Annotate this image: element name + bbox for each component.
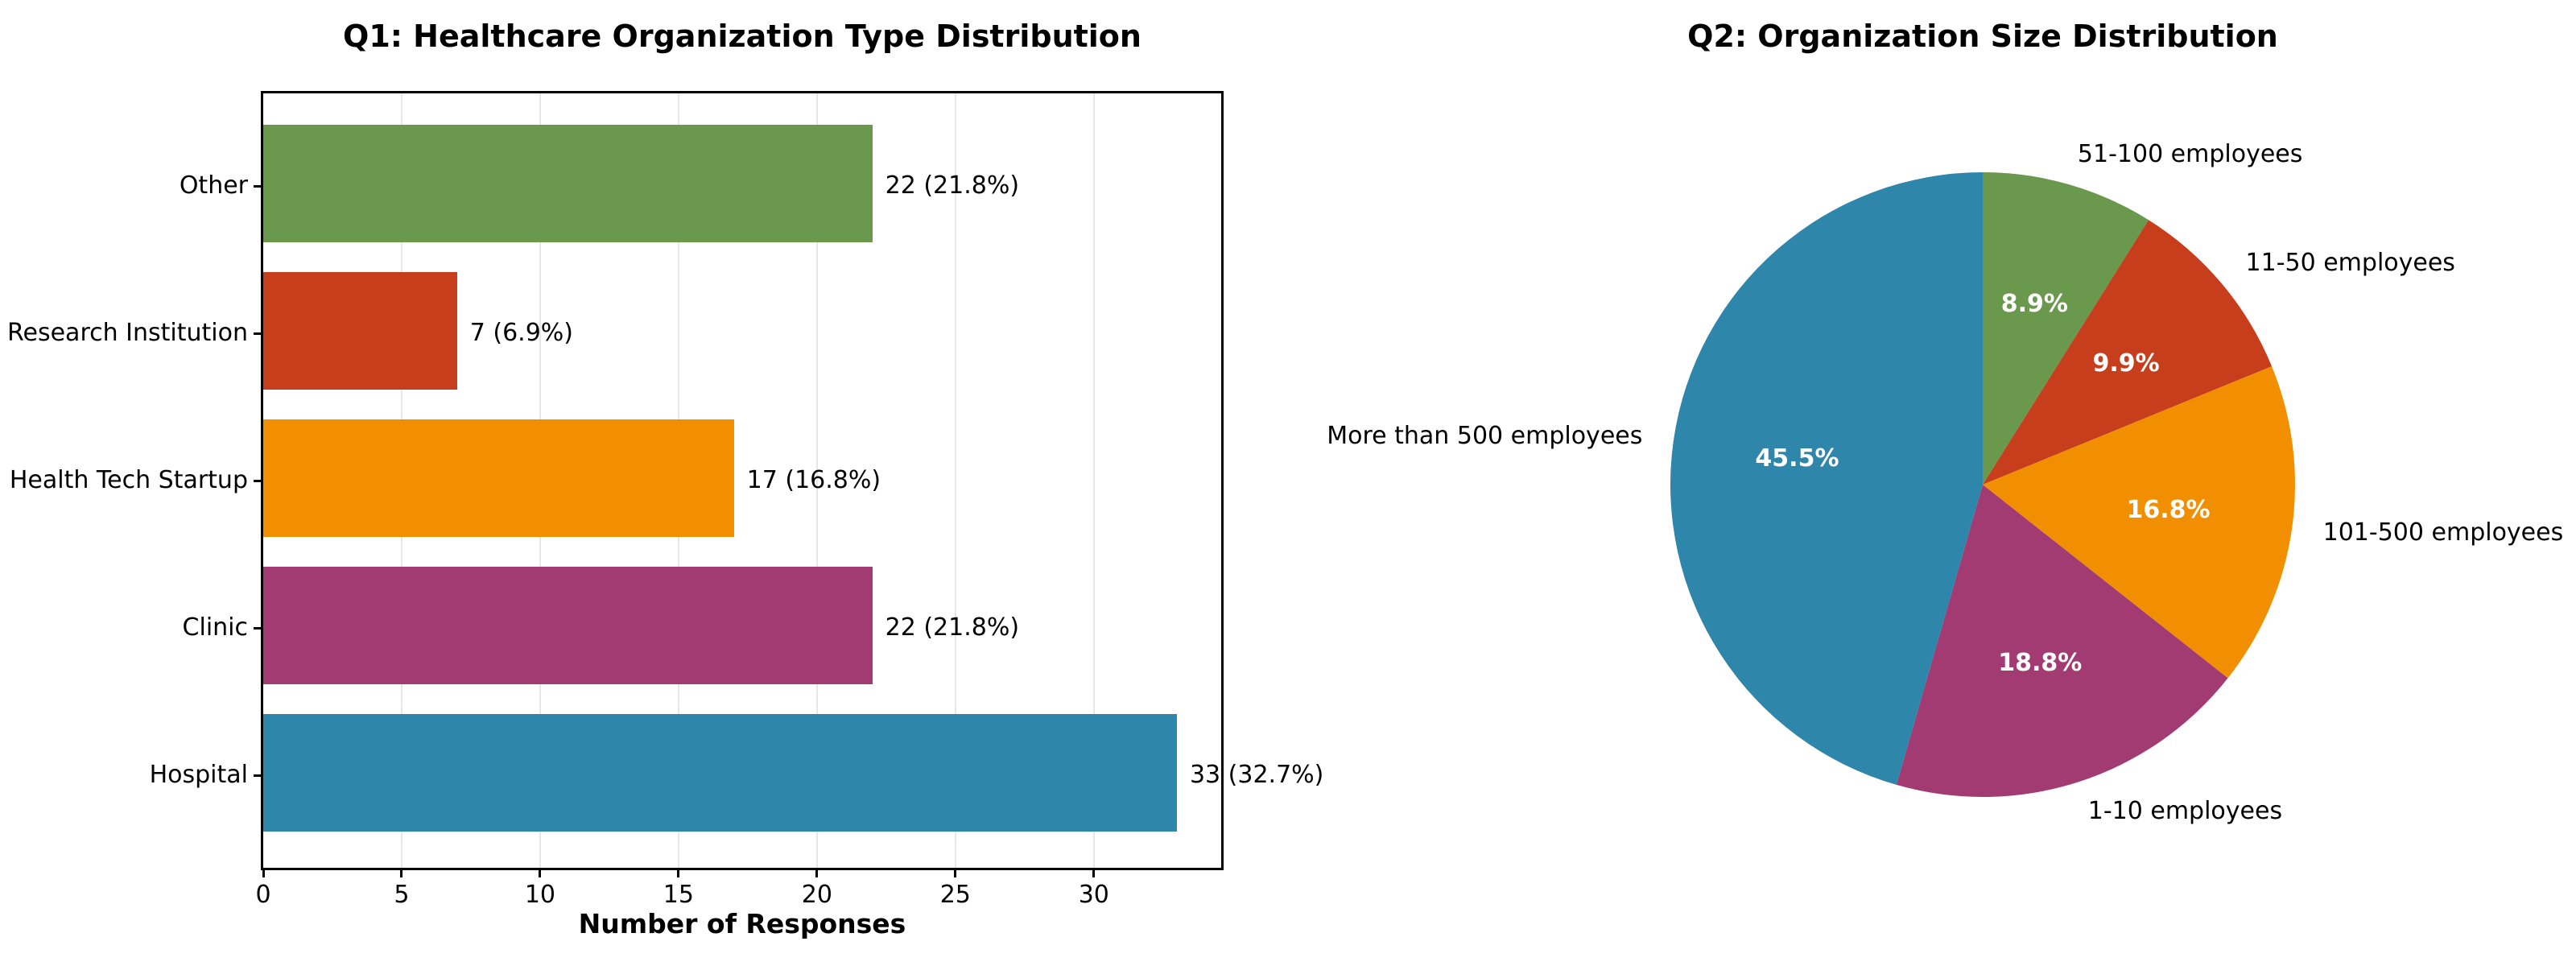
bar-other xyxy=(263,125,873,242)
bar-value-label: 33 (32.7%) xyxy=(1189,761,1324,789)
bar-clinic xyxy=(263,567,873,684)
xtick-mark xyxy=(954,868,957,877)
bar-hospital xyxy=(263,714,1177,832)
xtick-mark xyxy=(539,868,542,877)
pie-pct-label: 45.5% xyxy=(1755,444,1839,473)
ytick-mark xyxy=(254,479,263,482)
xtick-label: 25 xyxy=(939,881,971,909)
pie-category-label: 11-50 employees xyxy=(2245,249,2455,278)
xtick-label: 0 xyxy=(255,881,271,909)
ytick-label: Clinic xyxy=(182,613,248,642)
pie-slice-101-500-employees xyxy=(1983,366,2295,679)
pie-pct-label: 8.9% xyxy=(2000,290,2068,319)
pie-slice-1-10-employees xyxy=(1896,485,2228,797)
xtick-label: 15 xyxy=(663,881,694,909)
q1-title: Q1: Healthcare Organization Type Distrib… xyxy=(343,19,1141,54)
gridline-x30 xyxy=(1092,93,1095,868)
bar-research-institution xyxy=(263,272,457,390)
ytick-label: Hospital xyxy=(149,761,248,789)
xtick-mark xyxy=(677,868,680,877)
pie-slice-11-50-employees xyxy=(1983,220,2273,485)
xtick-mark xyxy=(1092,868,1096,877)
pie-slice-more-than-500-employees xyxy=(1670,172,1983,785)
xtick-label: 10 xyxy=(524,881,556,909)
ytick-label: Other xyxy=(179,171,248,200)
pie-pct-label: 16.8% xyxy=(2126,496,2211,525)
xtick-mark xyxy=(815,868,819,877)
ytick-mark xyxy=(254,774,263,777)
bar-value-label: 22 (21.8%) xyxy=(885,613,1020,642)
pie-category-label: 101-500 employees xyxy=(2322,518,2564,547)
bar-value-label: 17 (16.8%) xyxy=(746,466,881,494)
bar-health-tech-startup xyxy=(263,419,734,537)
pie-chart xyxy=(1670,172,2295,797)
ytick-mark xyxy=(254,626,263,630)
ytick-mark xyxy=(254,184,263,188)
bar-value-label: 22 (21.8%) xyxy=(885,171,1020,200)
ytick-mark xyxy=(254,332,263,335)
pie-category-label: More than 500 employees xyxy=(1327,422,1643,451)
q1-xaxis-label: Number of Responses xyxy=(578,908,906,939)
pie-category-label: 51-100 employees xyxy=(2077,139,2303,168)
xtick-label: 5 xyxy=(394,881,410,909)
gridline-x20 xyxy=(815,93,818,868)
gridline-x25 xyxy=(954,93,956,868)
q1-plot-area xyxy=(261,91,1224,870)
xtick-mark xyxy=(400,868,403,877)
xtick-label: 30 xyxy=(1078,881,1109,909)
xtick-label: 20 xyxy=(801,881,832,909)
ytick-label: Research Institution xyxy=(7,319,248,347)
q2-title: Q2: Organization Size Distribution xyxy=(1687,19,2278,54)
pie-category-label: 1-10 employees xyxy=(2087,797,2283,826)
xtick-mark xyxy=(262,868,265,877)
pie-pct-label: 18.8% xyxy=(1998,648,2083,677)
ytick-label: Health Tech Startup xyxy=(9,466,248,494)
pie-pct-label: 9.9% xyxy=(2092,349,2160,378)
pie-slice-51-100-employees xyxy=(1983,172,2149,485)
bar-value-label: 7 (6.9%) xyxy=(469,319,573,347)
